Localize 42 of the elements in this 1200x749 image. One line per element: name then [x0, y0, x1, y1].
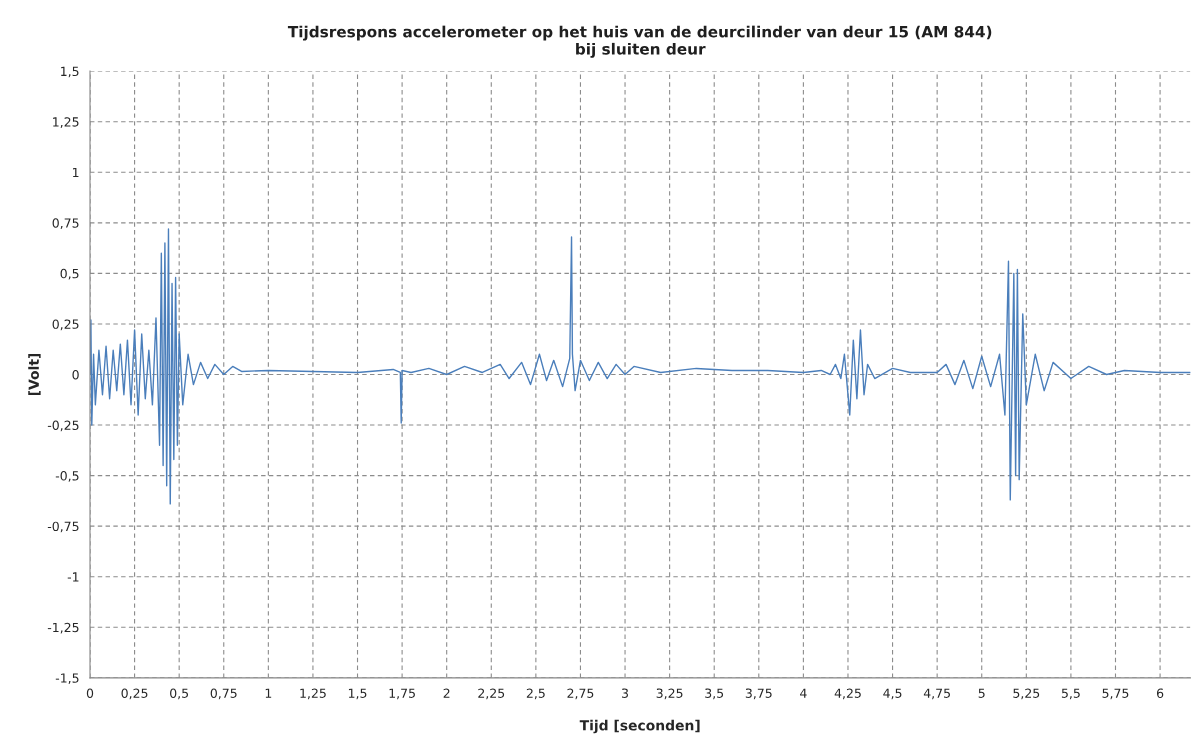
y-tick-label: 0,75 [52, 218, 79, 230]
x-axis-title: Tijd [seconden] [579, 719, 700, 734]
x-tick-label: 0,75 [210, 688, 237, 700]
x-tick-label: 5,25 [1013, 688, 1040, 700]
y-tick-label: -0,25 [47, 420, 79, 432]
x-tick-label: 6 [1156, 688, 1164, 698]
x-tick-label: 0,25 [121, 688, 148, 700]
x-tick-label: 0 [86, 688, 94, 698]
y-tick-label: -1,25 [47, 622, 79, 634]
x-tick-label: 4,5 [883, 688, 902, 700]
x-tick-label: 3 [622, 688, 629, 698]
x-tick-label: 3,25 [656, 688, 683, 700]
y-tick-label: 0,25 [52, 319, 79, 331]
x-tick-label: 4,75 [923, 688, 950, 700]
line-series [90, 228, 1191, 505]
x-tick-label: 2,25 [478, 688, 505, 700]
x-tick-label: 1 [265, 688, 272, 698]
y-axis-title: [Volt] [28, 353, 41, 396]
x-tick-label: 0,5 [170, 688, 189, 700]
x-tick-label: 3,75 [745, 688, 772, 700]
y-tick-label: 1,5 [61, 66, 79, 78]
y-tick-label: 1,25 [53, 117, 79, 128]
y-tick-label: -0,75 [47, 521, 79, 533]
x-tick-label: 1,25 [300, 688, 326, 700]
x-tick-label: 5,75 [1102, 688, 1129, 700]
chart-title: Tijdsrespons accelerometer op het huis van de deurcilinder van deur 15 (AM 844) bij sluiten deur [287, 25, 992, 58]
x-tick-label: 1,5 [348, 688, 367, 700]
x-tick-label: 4 [800, 688, 807, 698]
y-tick-label: -1 [67, 572, 79, 582]
x-tick-label: 2,5 [526, 688, 545, 700]
x-tick-label: 2,75 [567, 688, 594, 700]
y-tick-label: 1 [73, 167, 79, 178]
x-tick-label: 2 [443, 688, 450, 698]
x-tick-label: 5 [978, 688, 985, 698]
x-tick-label: 1,75 [389, 688, 415, 700]
y-tick-label: 0,5 [60, 268, 79, 280]
y-tick-label: 0 [72, 369, 79, 380]
y-tick-label: -1,5 [55, 673, 79, 685]
x-tick-label: 3,5 [705, 688, 724, 700]
x-tick-label: 5,5 [1061, 688, 1080, 700]
y-tick-label: -0,5 [55, 471, 79, 482]
x-tick-label: 4,25 [834, 688, 861, 700]
